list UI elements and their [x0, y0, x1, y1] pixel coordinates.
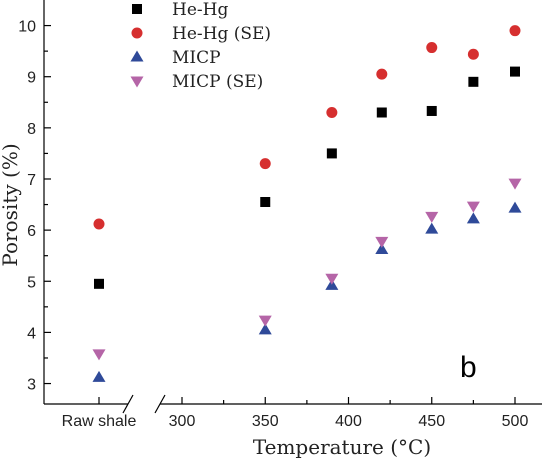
legend: He-Hg He-Hg (SE) MICP MICP (SE): [130, 0, 271, 92]
he-hg-point: [260, 197, 271, 207]
data-points: [92, 25, 522, 382]
x-tick-label-raw-shale: Raw shale: [62, 413, 137, 430]
x-tick-label: 400: [335, 413, 362, 430]
micp-point: [425, 222, 439, 234]
he-hg-point: [426, 105, 437, 116]
micp-point: [508, 201, 522, 213]
he-hg-point: [94, 278, 104, 289]
y-tick-label: 5: [27, 274, 36, 291]
y-axis-title: Porosity (%): [0, 143, 22, 266]
he-hg-se-point: [326, 107, 338, 119]
he-hg-point: [468, 76, 479, 87]
legend-label-he-hg: He-Hg: [172, 0, 228, 20]
x-axis-title: Temperature (°C): [253, 435, 431, 459]
he-hg-point: [326, 148, 337, 159]
x-tick-label: 350: [252, 413, 279, 430]
micp-se-point: [258, 315, 272, 327]
panel-label: b: [460, 351, 477, 384]
legend-label-he-hg-se: He-Hg (SE): [172, 24, 271, 44]
y-tick-label: 8: [27, 121, 36, 138]
micp-point: [466, 212, 480, 224]
micp-se-point: [92, 349, 106, 361]
legend-marker-he-hg-se: [131, 27, 143, 39]
axis-break-mark: [154, 394, 166, 414]
micp-se-point: [425, 211, 439, 223]
micp-se-point: [466, 201, 480, 213]
y-axis-ticks: 3 4 5 6 7 8 9 10: [18, 19, 51, 394]
y-tick-label: 9: [27, 70, 36, 87]
y-tick-label: 7: [27, 172, 36, 189]
he-hg-se-point: [509, 25, 521, 37]
x-tick-label: 450: [418, 413, 445, 430]
y-tick-label: 4: [27, 325, 36, 342]
he-hg-se-point: [426, 42, 438, 54]
x-axis-ticks: Raw shale 300 350 400 450 500: [62, 397, 529, 430]
y-tick-label: 10: [18, 19, 36, 36]
legend-label-micp: MICP: [172, 48, 221, 68]
micp-se-point: [325, 273, 339, 285]
he-hg-point: [376, 107, 387, 118]
he-hg-se-point: [467, 48, 479, 60]
y-tick-label: 6: [27, 223, 36, 240]
y-tick-label: 3: [27, 377, 36, 394]
axis-break-mark: [122, 394, 134, 414]
x-tick-label: 500: [502, 413, 529, 430]
micp-point: [258, 323, 272, 335]
he-hg-se-point: [376, 68, 388, 80]
micp-point: [375, 243, 389, 255]
he-hg-point: [510, 66, 520, 77]
legend-marker-micp: [130, 50, 144, 62]
micp-point: [92, 370, 106, 382]
micp-se-point: [508, 178, 522, 190]
legend-label-micp-se: MICP (SE): [172, 72, 263, 92]
legend-marker-micp-se: [130, 76, 144, 88]
legend-marker-he-hg: [132, 4, 142, 14]
he-hg-se-point: [93, 218, 105, 230]
he-hg-se-point: [259, 158, 271, 170]
x-tick-label: 300: [169, 413, 196, 430]
micp-se-point: [375, 236, 389, 248]
